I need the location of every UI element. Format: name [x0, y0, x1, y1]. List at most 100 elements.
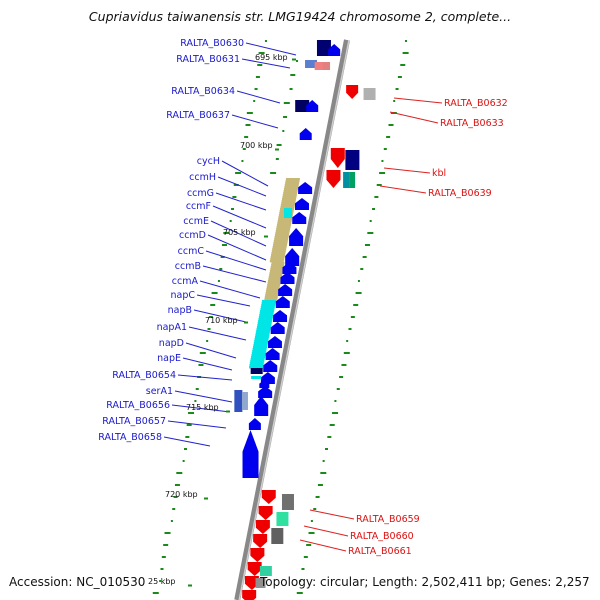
tick-mark — [264, 235, 268, 238]
gene-label-ralta_b0637[interactable]: RALTA_B0637 — [166, 110, 230, 121]
operon-band — [268, 276, 282, 279]
nap-band — [255, 332, 270, 335]
gene-labels[interactable]: RALTA_B0630 RALTA_B0631 RALTA_B0634 RALTA_B… — [98, 38, 507, 557]
gc-mark — [353, 304, 359, 306]
gc-mark — [336, 388, 340, 390]
gc-mark — [329, 424, 335, 426]
leader-line — [215, 192, 267, 211]
gene-label-napc[interactable]: napC — [170, 290, 195, 301]
gc-mark — [253, 100, 256, 102]
gene-label-ccmd[interactable]: ccmD — [179, 230, 206, 241]
gc-mark — [350, 316, 355, 318]
gene-rect — [271, 528, 284, 544]
operon-band — [264, 296, 278, 299]
gc-mark — [310, 520, 313, 522]
gene-label-ralta_b0656[interactable]: RALTA_B0656 — [106, 400, 170, 411]
nap-band — [249, 362, 264, 365]
gene-label-ralta_b0657[interactable]: RALTA_B0657 — [102, 416, 166, 427]
operon-band — [281, 200, 296, 203]
leader-line — [379, 185, 427, 194]
gc-mark — [264, 40, 267, 42]
operon-band — [269, 270, 283, 273]
nap-band — [257, 324, 272, 327]
nap-band — [249, 366, 264, 369]
gc-mark — [355, 292, 362, 294]
gene-arrow — [326, 170, 341, 188]
gene-label-ralta_b0654[interactable]: RALTA_B0654 — [112, 370, 176, 381]
gene-arrow — [254, 396, 269, 416]
gc-mark — [208, 316, 213, 318]
operon-band — [273, 242, 288, 245]
gc-mark — [395, 88, 399, 90]
gene-label-ralta_b0658[interactable]: RALTA_B0658 — [98, 432, 162, 443]
gc-mark — [383, 148, 387, 150]
gene-label-ccmb[interactable]: ccmB — [175, 261, 201, 272]
gene-label-cych[interactable]: cycH — [197, 156, 220, 167]
gc-mark — [232, 196, 237, 198]
gene-arrow — [258, 386, 273, 398]
leader-line — [202, 265, 267, 283]
gene-label-ccme[interactable]: ccmE — [183, 216, 209, 227]
feature-track[interactable] — [234, 40, 376, 600]
operon-band — [285, 180, 300, 183]
gene-label-ralta_b0634[interactable]: RALTA_B0634 — [171, 86, 235, 97]
nap-band — [252, 350, 267, 353]
operon-band — [271, 254, 286, 257]
leader-line — [309, 509, 355, 520]
gene-label-ralta_b0632[interactable]: RALTA_B0632 — [444, 98, 508, 109]
gene-label-ralta_b0661[interactable]: RALTA_B0661 — [348, 546, 412, 557]
nap-band — [259, 314, 274, 317]
gene-label-sera1[interactable]: serA1 — [146, 386, 173, 397]
nap-band — [250, 360, 265, 363]
gene-arrow — [346, 85, 359, 99]
leader-line — [205, 250, 267, 271]
gene-label-ralta_b0659[interactable]: RALTA_B0659 — [356, 514, 420, 525]
gene-label-nape[interactable]: napE — [157, 353, 181, 364]
leader-line — [207, 234, 267, 261]
gene-label-ralta_b0631[interactable]: RALTA_B0631 — [176, 54, 240, 65]
gc-mark — [327, 436, 332, 438]
gc-mark — [369, 220, 372, 222]
nap-band — [256, 330, 271, 333]
operon-band — [280, 206, 295, 209]
operon-band — [282, 194, 297, 197]
nap-band — [252, 346, 267, 349]
gc-mark — [301, 568, 305, 570]
gene-label-napd[interactable]: napD — [159, 338, 184, 349]
nap-band — [253, 342, 268, 345]
gene-label-ccma[interactable]: ccmA — [172, 276, 199, 287]
gc-mark — [221, 244, 227, 246]
gene-arrow — [255, 520, 270, 534]
operon-band — [267, 280, 281, 283]
gc-mark — [185, 436, 190, 438]
gene-label-kbl[interactable]: kbl — [432, 168, 446, 179]
gc-mark — [176, 472, 183, 474]
leader-line — [236, 90, 281, 104]
gene-arrow — [273, 310, 288, 322]
nap-band — [258, 316, 273, 319]
gene-label-ccmf[interactable]: ccmF — [186, 201, 211, 212]
gene-label-ccmg[interactable]: ccmG — [187, 188, 214, 199]
operon-band — [274, 236, 289, 239]
gene-arrow — [265, 348, 280, 360]
leader-line — [221, 160, 269, 187]
gene-label-ralta_b0630[interactable]: RALTA_B0630 — [180, 38, 244, 49]
gc-mark — [322, 460, 325, 462]
tick-mark — [188, 584, 192, 587]
gc-mark — [282, 130, 285, 132]
gene-arrow — [263, 360, 278, 372]
gene-label-ralta_b0660[interactable]: RALTA_B0660 — [350, 531, 414, 542]
tick-label: 25 kbp — [148, 577, 176, 586]
gene-label-napa1[interactable]: napA1 — [157, 322, 187, 333]
operon-band — [264, 298, 278, 301]
gc-mark — [341, 364, 347, 366]
gene-label-ralta_b0633[interactable]: RALTA_B0633 — [440, 118, 504, 129]
gene-label-ralta_b0639[interactable]: RALTA_B0639 — [428, 188, 492, 199]
leader-line — [383, 167, 431, 174]
gene-label-napb[interactable]: napB — [168, 305, 192, 316]
nap-band — [258, 318, 273, 321]
gene-label-ccmh[interactable]: ccmH — [189, 172, 216, 183]
gene-arrow — [270, 322, 285, 334]
gene-label-ccmc[interactable]: ccmC — [178, 246, 205, 257]
